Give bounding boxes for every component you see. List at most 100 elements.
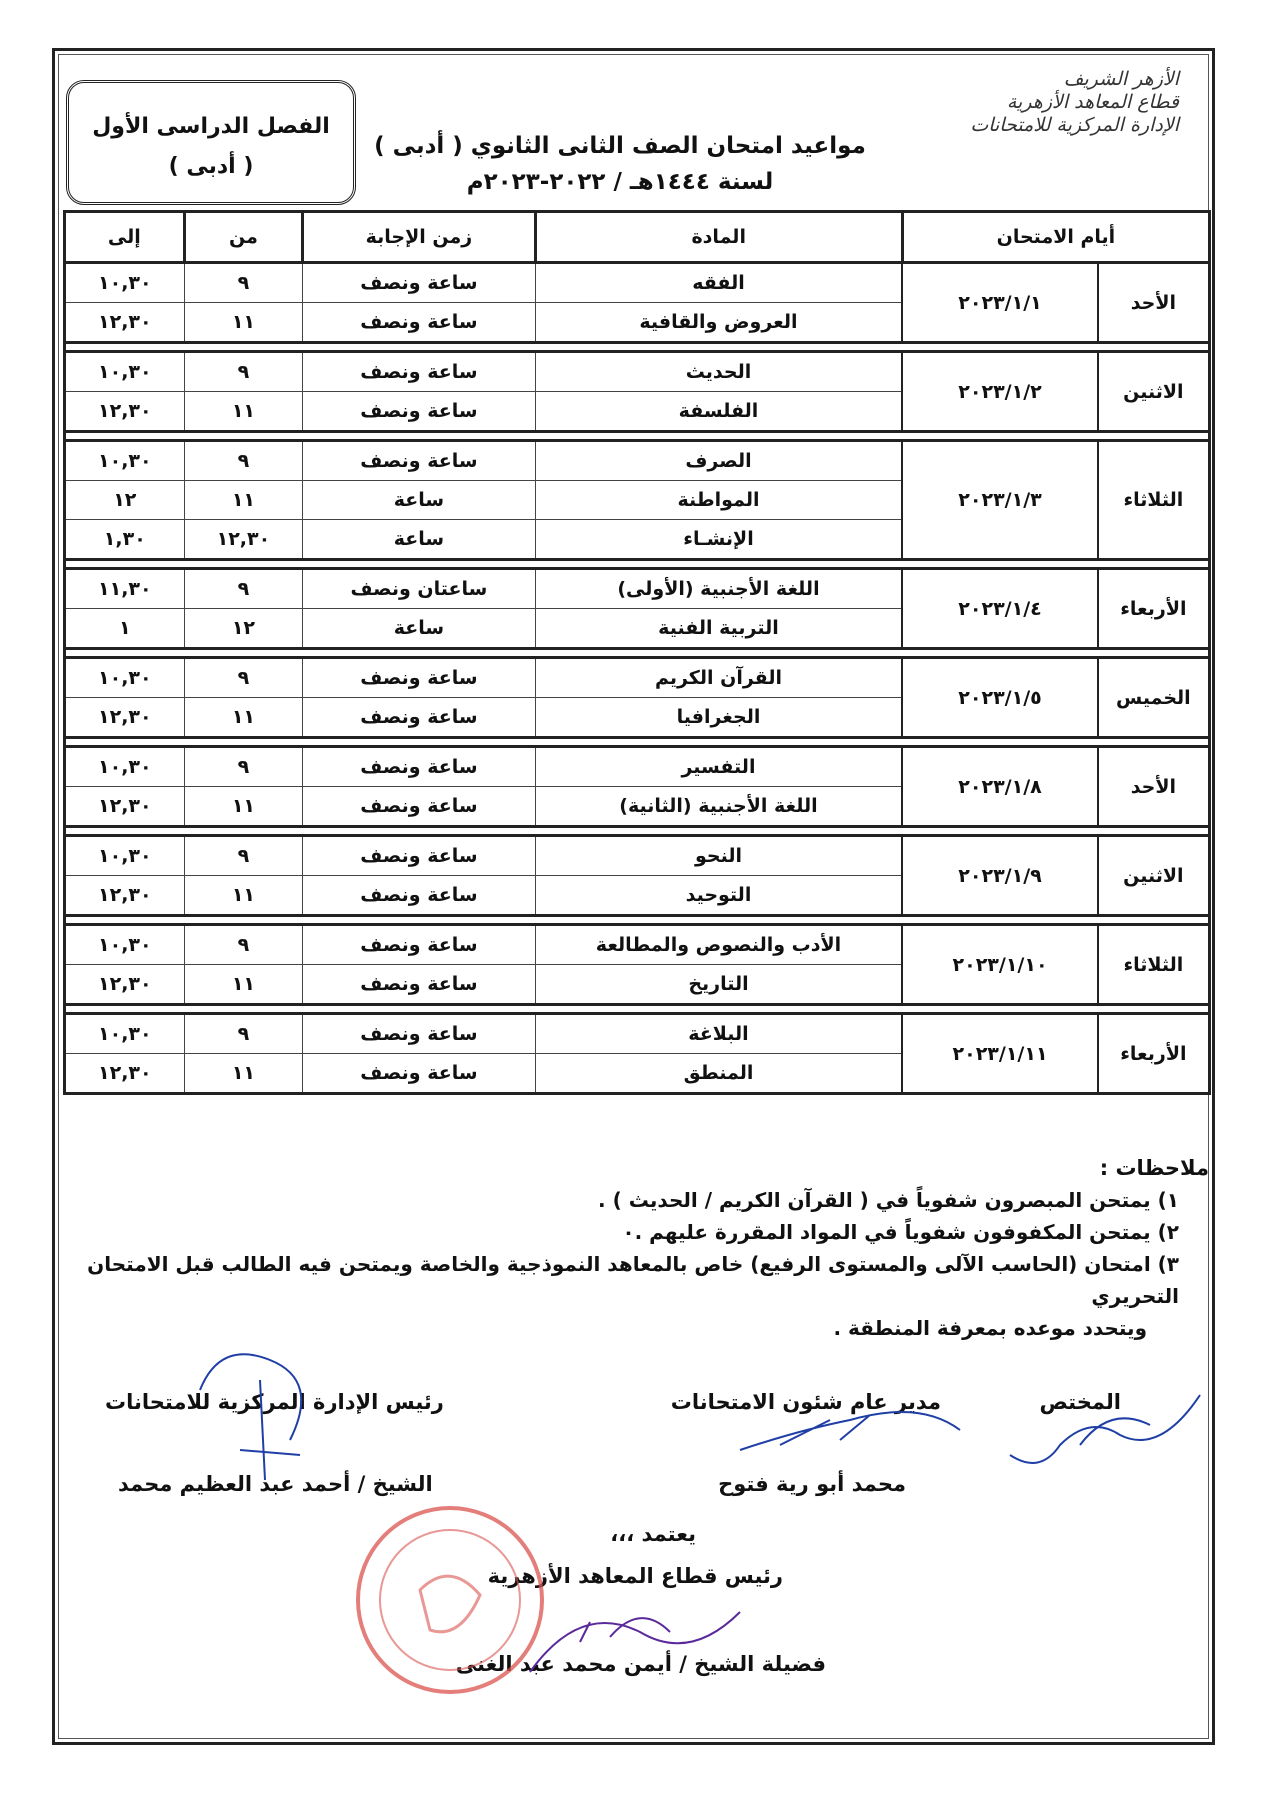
exam-duration: ساعة ونصف <box>302 1053 536 1094</box>
exam-to: ١٢,٣٠ <box>64 875 185 916</box>
day-group: الثلاثاء ٢٠٢٣/١/٣ الصرف ساعة ونصف ٩ ١٠,٣٠ المو… <box>64 439 1211 561</box>
spacer-cell <box>65 738 1210 747</box>
exam-to: ١٢,٣٠ <box>64 302 185 343</box>
exam-subject: البلاغة <box>534 1013 903 1054</box>
org-line: قطاع المعاهد الأزهرية <box>1006 91 1179 113</box>
exam-duration: ساعة ونصف <box>302 262 536 303</box>
exam-day: الخميس <box>1096 656 1211 739</box>
table-row: التربية الفنية ساعة ١٢ ١ <box>64 608 1210 649</box>
exam-subject: التاريخ <box>534 964 903 1005</box>
exam-subject: التوحيد <box>534 875 903 916</box>
exam-subject: الفلسفة <box>534 391 903 432</box>
exam-to: ١٠,٣٠ <box>64 835 185 876</box>
institution-header: الأزهر الشريف قطاع المعاهد الأزهرية الإد… <box>970 68 1179 137</box>
note-item: ١) يمتحن المبصرون شفوياً في ( القرآن الك… <box>598 1188 1179 1212</box>
exam-to: ١٠,٣٠ <box>64 262 185 303</box>
header-days: أيام الامتحان <box>900 210 1212 264</box>
group-spacer <box>64 1004 1210 1014</box>
exam-duration: ساعة ونصف <box>302 746 536 787</box>
exam-duration: ساعة ونصف <box>302 964 536 1005</box>
table-header-row: أيام الامتحان المادة زمن الإجابة من إلى <box>63 210 1212 264</box>
exam-subject: اللغة الأجنبية (الثانية) <box>534 786 903 827</box>
exam-subject: الصرف <box>534 440 903 481</box>
director-title: مدير عام شئون الامتحانات <box>670 1390 941 1414</box>
header-subject: المادة <box>533 210 904 264</box>
exam-to: ١١,٣٠ <box>64 568 185 609</box>
exam-day: الاثنين <box>1096 834 1211 917</box>
org-line: الأزهر الشريف <box>1063 68 1179 90</box>
table-row: الأربعاء ٢٠٢٣/١/٤ اللغة الأجنبية (الأولى) س… <box>64 567 1211 650</box>
exam-to: ١٠,٣٠ <box>64 351 185 392</box>
exam-day: الأحد <box>1096 261 1211 344</box>
exam-duration: ساعة <box>302 519 536 560</box>
exam-subject: الحديث <box>534 351 903 392</box>
exam-to: ١٠,٣٠ <box>64 440 185 481</box>
exam-from: ٩ <box>183 1013 304 1054</box>
exam-subject: الأدب والنصوص والمطالعة <box>534 924 903 965</box>
exam-subject: الفقه <box>534 262 903 303</box>
spacer-cell <box>65 1005 1210 1014</box>
exam-date: ٢٠٢٣/١/١٠ <box>901 923 1099 1006</box>
exam-duration: ساعة ونصف <box>302 657 536 698</box>
exam-to: ١٠,٣٠ <box>64 924 185 965</box>
exam-from: ١٢ <box>183 608 304 649</box>
term-box: الفصل الدراسى الأول ( أدبى ) <box>66 80 356 205</box>
sector-signature <box>529 1611 741 1673</box>
exam-from: ٩ <box>183 568 304 609</box>
exam-from: ٩ <box>183 657 304 698</box>
exam-from: ٩ <box>183 351 304 392</box>
table-row: الفلسفة ساعة ونصف ١١ ١٢,٣٠ <box>64 391 1210 432</box>
term-label: الفصل الدراسى الأول <box>92 114 330 139</box>
title-line: مواعيد امتحان الصف الثانى الثانوي ( أدبى… <box>374 133 866 159</box>
day-group: الخميس ٢٠٢٣/١/٥ القرآن الكريم ساعة ونصف ٩ ١٠,… <box>64 656 1211 739</box>
exam-day: الأحد <box>1096 745 1211 828</box>
exam-to: ١٢,٣٠ <box>64 964 185 1005</box>
official-stamp <box>356 1506 544 1694</box>
header-duration: زمن الإجابة <box>301 210 537 264</box>
specialist-signature <box>1009 1394 1201 1464</box>
page-border <box>52 48 1215 1745</box>
exam-from: ١٢,٣٠ <box>183 519 304 560</box>
exam-duration: ساعة ونصف <box>302 351 536 392</box>
group-spacer <box>64 559 1210 569</box>
exam-date: ٢٠٢٣/١/٥ <box>901 656 1099 739</box>
table-row: الاثنين ٢٠٢٣/١/٩ النحو ساعة ونصف ٩ ١٠,٣٠ <box>64 834 1211 917</box>
spacer-cell <box>65 916 1210 925</box>
director-signature <box>739 1411 961 1451</box>
exam-subject: العروض والقافية <box>534 302 903 343</box>
table-row: اللغة الأجنبية (الثانية) ساعة ونصف ١١ ١٢,٣٠ <box>64 786 1210 827</box>
exam-date: ٢٠٢٣/١/٩ <box>901 834 1099 917</box>
exam-to: ١٢,٣٠ <box>64 1053 185 1094</box>
exam-subject: اللغة الأجنبية (الأولى) <box>534 568 903 609</box>
table-row: التاريخ ساعة ونصف ١١ ١٢,٣٠ <box>64 964 1210 1005</box>
day-group: الثلاثاء ٢٠٢٣/١/١٠ الأدب والنصوص والمطالعة… <box>64 923 1211 1006</box>
approval-text: يعتمد ،،، <box>610 1522 696 1546</box>
group-spacer <box>64 648 1210 658</box>
exam-to: ١٢,٣٠ <box>64 786 185 827</box>
exam-date: ٢٠٢٣/١/١ <box>901 261 1099 344</box>
table-row: التوحيد ساعة ونصف ١١ ١٢,٣٠ <box>64 875 1210 916</box>
table-row: الخميس ٢٠٢٣/١/٥ القرآن الكريم ساعة ونصف ٩ ١٠,… <box>64 656 1211 739</box>
exam-from: ٩ <box>183 835 304 876</box>
note-item: ٣) امتحان (الحاسب الآلى والمستوى الرفيع)… <box>87 1252 1179 1308</box>
exam-from: ١١ <box>183 786 304 827</box>
group-spacer <box>64 826 1210 836</box>
spacer-cell <box>65 343 1210 352</box>
specialist-title: المختص <box>1039 1390 1121 1414</box>
exam-to: ١٢,٣٠ <box>64 697 185 738</box>
head-signature <box>199 1353 303 1481</box>
exam-subject: المنطق <box>534 1053 903 1094</box>
document-title: مواعيد امتحان الصف الثانى الثانوي ( أدبى… <box>362 128 878 200</box>
table-row: الاثنين ٢٠٢٣/١/٢ الحديث ساعة ونصف ٩ ١٠,٣٠ <box>64 350 1211 433</box>
exam-date: ٢٠٢٣/١/٤ <box>901 567 1099 650</box>
table-row: المواطنة ساعة ١١ ١٢ <box>64 480 1210 520</box>
table-row: الثلاثاء ٢٠٢٣/١/٣ الصرف ساعة ونصف ٩ ١٠,٣٠ <box>64 439 1211 561</box>
spacer-cell <box>65 827 1210 836</box>
exam-subject: القرآن الكريم <box>534 657 903 698</box>
head-title: رئيس الإدارة المركزية للامتحانات <box>105 1390 444 1414</box>
day-group: الأحد ٢٠٢٣/١/٨ التفسير ساعة ونصف ٩ ١٠,٣٠ اللغة… <box>64 745 1211 828</box>
org-line: الإدارة المركزية للامتحانات <box>970 114 1179 136</box>
exam-from: ١١ <box>183 875 304 916</box>
exam-duration: ساعة <box>302 608 536 649</box>
exam-from: ٩ <box>183 262 304 303</box>
